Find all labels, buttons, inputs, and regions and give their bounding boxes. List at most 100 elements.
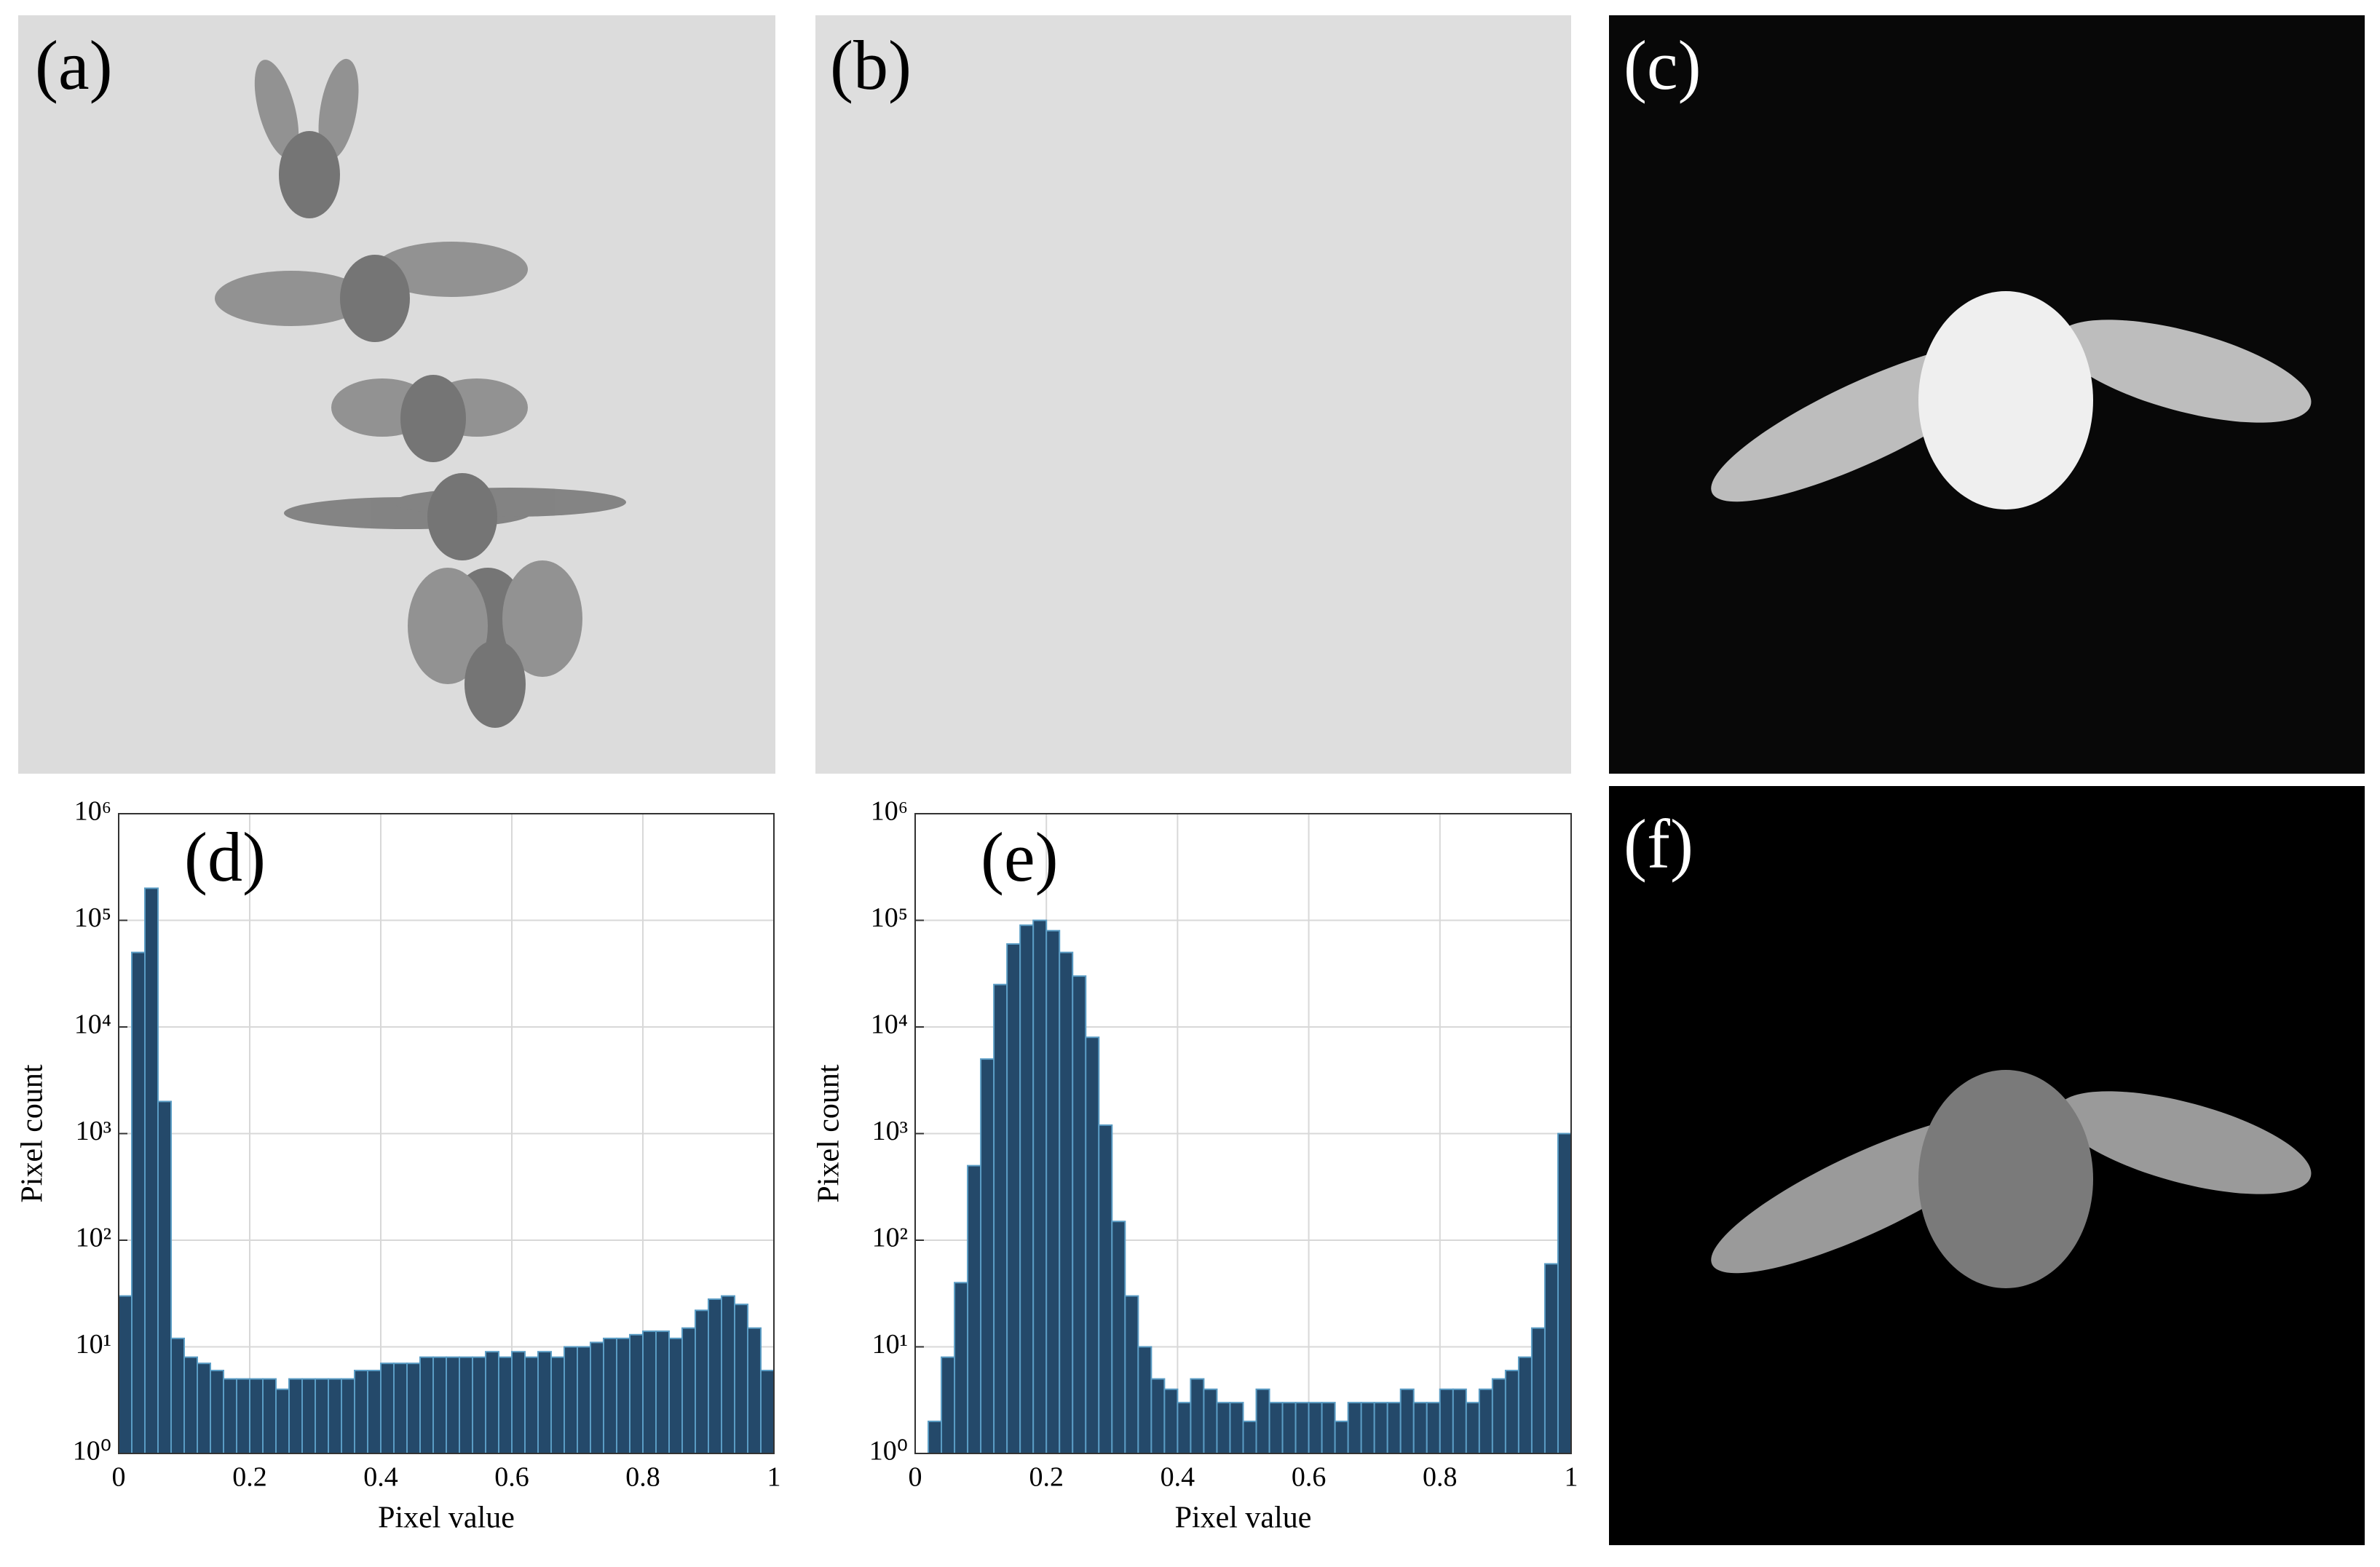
- y-tick-label: 10⁶: [74, 796, 111, 827]
- bar: [223, 1378, 237, 1455]
- bar: [210, 1370, 224, 1455]
- bar: [328, 1378, 342, 1455]
- bar: [144, 887, 159, 1454]
- x-tick-label: 0.8: [625, 1462, 660, 1493]
- bar: [118, 1295, 133, 1454]
- bar: [1111, 1221, 1126, 1454]
- bar: [1072, 975, 1087, 1454]
- bar: [1557, 1132, 1572, 1454]
- bar: [1491, 1378, 1506, 1455]
- bar: [249, 1378, 264, 1455]
- bar: [1308, 1402, 1323, 1454]
- panel-label: (d): [184, 818, 266, 896]
- bar: [459, 1356, 473, 1454]
- bar: [1177, 1402, 1192, 1454]
- bar: [1412, 1402, 1428, 1454]
- bar: [1386, 1402, 1401, 1454]
- bar: [941, 1356, 956, 1454]
- bar: [419, 1356, 434, 1454]
- y-tick-label: 10¹: [872, 1329, 908, 1360]
- image-b: [815, 15, 1571, 774]
- x-tick-label: 0.6: [1292, 1462, 1327, 1493]
- x-axis-label: Pixel value: [378, 1501, 515, 1535]
- y-tick-label: 10²: [872, 1223, 908, 1253]
- bar: [1255, 1388, 1270, 1455]
- bar: [993, 983, 1008, 1454]
- y-tick-label: 10³: [872, 1116, 908, 1146]
- bar: [1032, 919, 1048, 1454]
- bar: [1504, 1370, 1519, 1455]
- bar: [1465, 1402, 1480, 1454]
- bar: [446, 1356, 460, 1454]
- bar: [655, 1330, 670, 1455]
- bar: [590, 1341, 604, 1454]
- bar: [367, 1370, 381, 1455]
- bar: [1216, 1402, 1231, 1454]
- bar: [1439, 1388, 1454, 1455]
- bar: [524, 1356, 539, 1454]
- y-tick-label: 10⁰: [869, 1436, 908, 1467]
- bar: [1203, 1388, 1218, 1455]
- bar: [131, 951, 146, 1455]
- bar: [695, 1309, 709, 1454]
- bar: [668, 1337, 683, 1454]
- bar: [236, 1378, 250, 1455]
- bar: [1098, 1124, 1113, 1454]
- bar: [262, 1378, 277, 1455]
- image-f: [1609, 786, 2365, 1545]
- bar: [550, 1356, 565, 1454]
- bar: [954, 1282, 969, 1454]
- bar: [708, 1298, 722, 1454]
- bar: [577, 1346, 591, 1454]
- bar: [1085, 1036, 1100, 1454]
- bar: [564, 1346, 578, 1454]
- bar: [1530, 1327, 1546, 1454]
- x-tick-label: 0: [112, 1462, 126, 1493]
- x-axis-label: Pixel value: [1175, 1501, 1312, 1535]
- bar: [406, 1362, 421, 1454]
- axes-frame: [118, 813, 775, 1454]
- bar: [1019, 924, 1035, 1454]
- bar: [472, 1356, 486, 1454]
- bar: [183, 1356, 198, 1454]
- bar: [1360, 1402, 1375, 1454]
- bar: [1294, 1402, 1310, 1454]
- y-tick-label: 10⁵: [871, 902, 908, 933]
- y-tick-label: 10⁵: [74, 902, 111, 933]
- bar: [275, 1388, 290, 1455]
- bar: [393, 1362, 408, 1454]
- bar: [354, 1370, 368, 1455]
- bar: [967, 1165, 982, 1455]
- bar: [1543, 1263, 1559, 1454]
- bar: [288, 1378, 303, 1455]
- bar: [747, 1327, 762, 1454]
- bar: [1478, 1388, 1493, 1455]
- bar: [1373, 1402, 1388, 1454]
- x-tick-label: 0.4: [1161, 1462, 1195, 1493]
- bar: [603, 1337, 617, 1454]
- panel-label: (e): [981, 818, 1059, 896]
- y-tick-label: 10³: [76, 1116, 111, 1146]
- bar: [315, 1378, 329, 1455]
- bar: [629, 1333, 644, 1454]
- bar: [432, 1356, 447, 1454]
- y-tick-label: 10⁰: [73, 1436, 111, 1467]
- x-tick-label: 1: [767, 1462, 781, 1493]
- image-c: [1609, 15, 2365, 774]
- x-tick-label: 0.8: [1423, 1462, 1458, 1493]
- bar: [616, 1337, 630, 1454]
- bar: [1059, 951, 1074, 1455]
- y-axis-label: Pixel count: [813, 1064, 846, 1202]
- x-tick-label: 0.2: [232, 1462, 267, 1493]
- bar: [1124, 1295, 1139, 1454]
- bar: [1452, 1388, 1467, 1455]
- bar: [1006, 943, 1021, 1454]
- bar: [681, 1327, 696, 1454]
- panel-label: (f): [1624, 805, 1693, 883]
- y-tick-label: 10²: [76, 1223, 111, 1253]
- bar: [760, 1370, 775, 1455]
- bar: [380, 1362, 395, 1454]
- bar: [341, 1378, 355, 1455]
- y-axis-label: Pixel count: [16, 1064, 50, 1202]
- bar: [721, 1295, 735, 1454]
